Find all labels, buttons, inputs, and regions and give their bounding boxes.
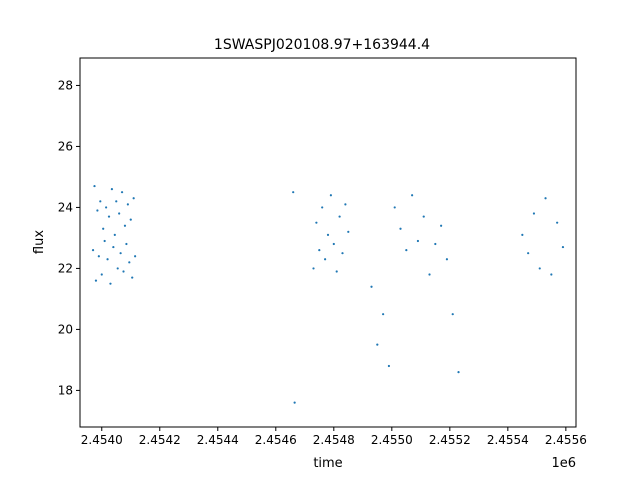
x-axis-offset-label: 1e6 xyxy=(551,456,576,471)
data-point xyxy=(550,273,553,276)
data-point xyxy=(393,206,396,209)
data-point xyxy=(134,255,137,258)
data-point xyxy=(103,239,106,243)
data-point xyxy=(428,273,431,276)
y-tick-label: 28 xyxy=(58,78,73,92)
x-tick-label: 2.4542 xyxy=(139,433,181,447)
y-tick-label: 22 xyxy=(58,261,73,275)
data-point xyxy=(321,206,324,209)
data-point xyxy=(457,371,460,374)
data-point xyxy=(387,364,391,368)
x-tick-label: 2.4546 xyxy=(255,433,297,447)
data-point xyxy=(338,215,341,218)
data-point xyxy=(399,227,402,230)
chart-title: 1SWASPJ020108.97+163944.4 xyxy=(214,37,430,53)
data-point xyxy=(329,194,332,197)
data-point xyxy=(106,258,109,261)
plot-frame xyxy=(79,57,577,428)
data-point xyxy=(544,197,547,200)
data-points xyxy=(91,184,565,404)
data-point xyxy=(118,212,121,215)
y-axis-label: flux xyxy=(32,230,47,254)
x-tick-label: 2.4554 xyxy=(487,433,529,447)
data-point xyxy=(132,197,135,200)
data-point xyxy=(344,203,347,206)
data-point xyxy=(292,191,295,194)
data-point xyxy=(107,215,111,218)
data-point xyxy=(119,252,122,255)
data-point xyxy=(527,252,530,255)
y-tick-label: 24 xyxy=(58,200,73,214)
data-point xyxy=(110,188,114,191)
data-point xyxy=(561,245,565,249)
data-point xyxy=(125,242,128,246)
data-point xyxy=(332,242,335,246)
data-point xyxy=(445,258,449,261)
data-point xyxy=(113,233,116,236)
data-point xyxy=(131,276,134,279)
data-point xyxy=(370,285,373,288)
data-point xyxy=(341,252,344,255)
data-point xyxy=(96,209,99,212)
data-point xyxy=(411,194,414,197)
data-point xyxy=(93,184,96,188)
x-tick-label: 2.4548 xyxy=(313,433,355,447)
data-point xyxy=(91,249,95,252)
data-point xyxy=(556,221,559,224)
data-point xyxy=(129,218,132,221)
data-point xyxy=(99,200,102,203)
data-point xyxy=(538,267,541,270)
x-tick-label: 2.4540 xyxy=(81,433,123,447)
data-point xyxy=(324,258,327,261)
y-tick-label: 26 xyxy=(58,139,73,153)
data-point xyxy=(434,242,437,246)
data-point xyxy=(102,227,105,230)
data-point xyxy=(120,191,124,194)
data-point xyxy=(126,203,129,206)
data-point xyxy=(100,273,103,276)
data-point xyxy=(376,343,379,346)
x-axis-label: time xyxy=(313,456,342,471)
data-point xyxy=(312,267,315,270)
data-point xyxy=(347,230,350,233)
data-point xyxy=(128,261,131,264)
data-point xyxy=(451,313,454,316)
data-point xyxy=(416,239,420,243)
x-tick-label: 2.4556 xyxy=(545,433,587,447)
y-tick-label: 20 xyxy=(58,322,73,336)
data-point xyxy=(105,206,108,209)
x-tick-label: 2.4550 xyxy=(371,433,413,447)
y-axis: 18 20 22 24 26 28 xyxy=(58,78,80,397)
data-point xyxy=(94,279,98,282)
data-point xyxy=(440,224,443,227)
x-tick-label: 2.4544 xyxy=(197,433,239,447)
data-point xyxy=(315,221,318,224)
data-point xyxy=(521,233,524,236)
data-point xyxy=(382,313,385,316)
data-point xyxy=(293,401,296,404)
data-point xyxy=(116,267,119,270)
data-point xyxy=(335,270,338,273)
data-point xyxy=(97,255,100,258)
data-point xyxy=(115,200,118,203)
data-point xyxy=(422,215,425,218)
data-point xyxy=(122,270,125,273)
y-tick-label: 18 xyxy=(58,383,73,397)
x-tick-label: 2.4552 xyxy=(429,433,471,447)
data-point xyxy=(112,245,115,249)
data-point xyxy=(123,224,127,227)
data-point xyxy=(405,249,408,252)
data-point xyxy=(318,249,321,252)
data-point xyxy=(326,233,330,236)
data-point xyxy=(532,212,536,215)
x-axis: 2.4540 2.4542 2.4544 2.4546 2.4548 2.4550 2.45… xyxy=(81,427,587,447)
data-point xyxy=(109,282,112,285)
